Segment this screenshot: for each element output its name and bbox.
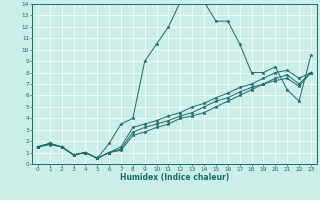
- X-axis label: Humidex (Indice chaleur): Humidex (Indice chaleur): [120, 173, 229, 182]
